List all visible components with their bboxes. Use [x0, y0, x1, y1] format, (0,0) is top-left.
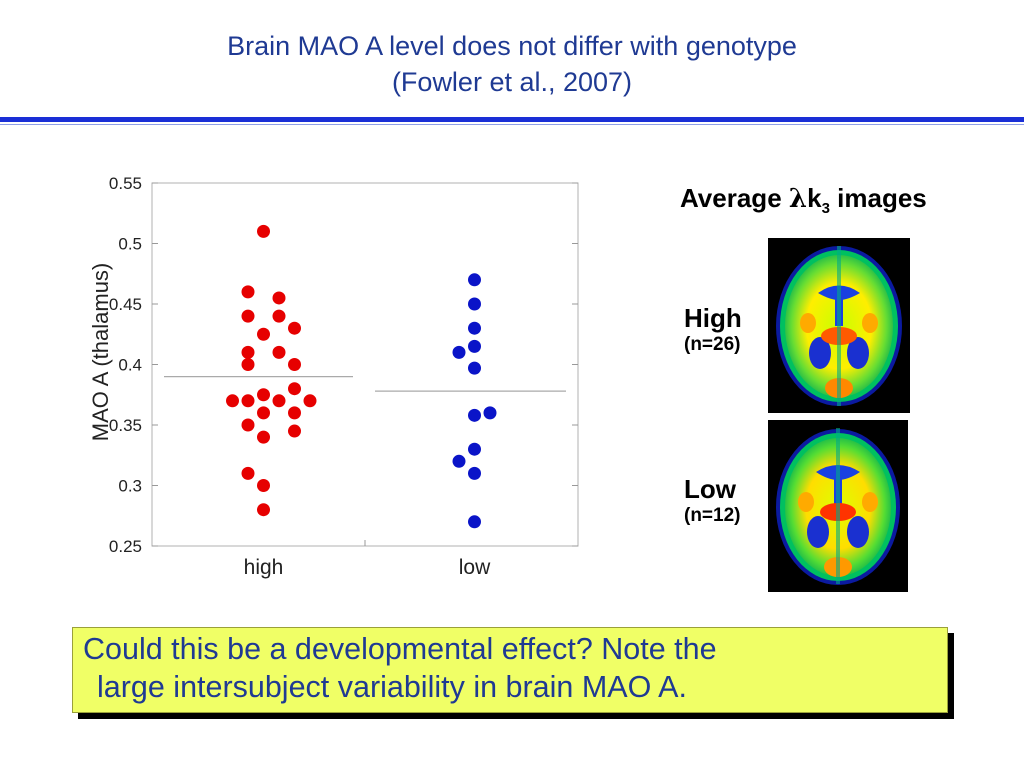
- data-point-low: [468, 442, 481, 456]
- data-point-high: [257, 388, 270, 402]
- y-tick-label: 0.3: [118, 477, 142, 496]
- high-group-label: High (n=26): [684, 303, 742, 356]
- data-point-high: [257, 406, 270, 420]
- data-point-high: [272, 309, 286, 323]
- data-point-high: [241, 418, 255, 432]
- data-point-low: [468, 321, 481, 335]
- note-line-2: large intersubject variability in brain …: [97, 670, 687, 704]
- high-label: High: [684, 303, 742, 333]
- data-point-low: [468, 339, 481, 353]
- y-tick-label: 0.5: [118, 235, 142, 254]
- data-point-low: [468, 297, 481, 311]
- data-point-high: [288, 424, 301, 438]
- data-point-low: [468, 466, 481, 480]
- brain-scan-high-image: [768, 238, 910, 413]
- data-point-high: [257, 224, 270, 238]
- y-axis-ticks: 0.25 0.3 0.35 0.4 0.45 0.5 0.55 high low: [109, 174, 578, 579]
- y-tick-label: 0.35: [109, 416, 142, 435]
- heading-suffix: images: [829, 183, 927, 213]
- brain-image-low: [768, 420, 908, 592]
- title-line-2: (Fowler et al., 2007): [391, 67, 633, 97]
- data-point-high: [272, 345, 286, 359]
- y-tick-label: 0.25: [109, 537, 142, 556]
- brain-images-heading: Average λk3 images: [680, 183, 927, 217]
- y-tick-label: 0.4: [118, 356, 142, 375]
- plot-border: [151, 182, 579, 547]
- title-divider: [0, 117, 1024, 122]
- high-n: (n=26): [684, 334, 741, 355]
- lambda-symbol: λ: [788, 184, 808, 214]
- data-point-high: [257, 327, 270, 341]
- data-point-high: [241, 285, 255, 299]
- data-point-low: [452, 454, 466, 468]
- data-point-high: [241, 309, 255, 323]
- note-text: Could this be a developmental effect? No…: [83, 630, 717, 706]
- y-axis-label: MAO A (thalamus): [88, 263, 113, 442]
- title-line-1: Brain MAO A level does not differ with g…: [227, 31, 797, 61]
- data-point-low: [452, 345, 466, 359]
- data-point-low: [468, 273, 481, 287]
- heading-k: k: [807, 183, 822, 213]
- data-point-high: [257, 503, 270, 517]
- low-n: (n=12): [684, 505, 741, 526]
- data-point-high: [272, 291, 286, 305]
- low-group-label: Low (n=12): [684, 474, 741, 527]
- plot-frame: [151, 182, 579, 547]
- note-line-1: Could this be a developmental effect? No…: [83, 632, 717, 666]
- title-divider-thin: [0, 124, 1024, 125]
- data-point-low: [468, 408, 481, 422]
- data-point-low: [468, 515, 481, 529]
- mean-lines: [164, 376, 566, 392]
- data-point-low: [468, 361, 481, 375]
- brain-image-high: [768, 238, 910, 413]
- data-point-high: [303, 394, 317, 408]
- heading-prefix: Average: [680, 183, 789, 213]
- data-point-high: [257, 430, 270, 444]
- note-box: Could this be a developmental effect? No…: [72, 627, 948, 713]
- brain-scan-low-image: [768, 420, 908, 592]
- slide-title: Brain MAO A level does not differ with g…: [0, 28, 1024, 100]
- data-point-high: [272, 394, 286, 408]
- x-tick-label-low: low: [459, 556, 491, 579]
- data-point-high: [241, 345, 255, 359]
- data-point-high: [241, 358, 255, 371]
- heading-subscript: 3: [821, 200, 830, 218]
- data-point-high: [288, 382, 301, 396]
- mao-a-scatter-chart: 0.25 0.3 0.35 0.4 0.45 0.5 0.55 high low MAO A (…: [88, 174, 579, 579]
- data-point-high: [288, 321, 301, 335]
- x-tick-label-high: high: [244, 556, 284, 579]
- y-tick-label: 0.45: [109, 295, 142, 314]
- data-point-high: [257, 479, 270, 492]
- data-point-low: [483, 406, 497, 420]
- data-point-high: [241, 466, 255, 480]
- data-point-high: [226, 394, 239, 408]
- data-points: [226, 224, 497, 529]
- data-point-high: [241, 394, 255, 408]
- y-tick-label: 0.55: [109, 174, 142, 193]
- data-point-high: [288, 406, 301, 420]
- data-point-high: [288, 358, 301, 371]
- low-label: Low: [684, 474, 736, 504]
